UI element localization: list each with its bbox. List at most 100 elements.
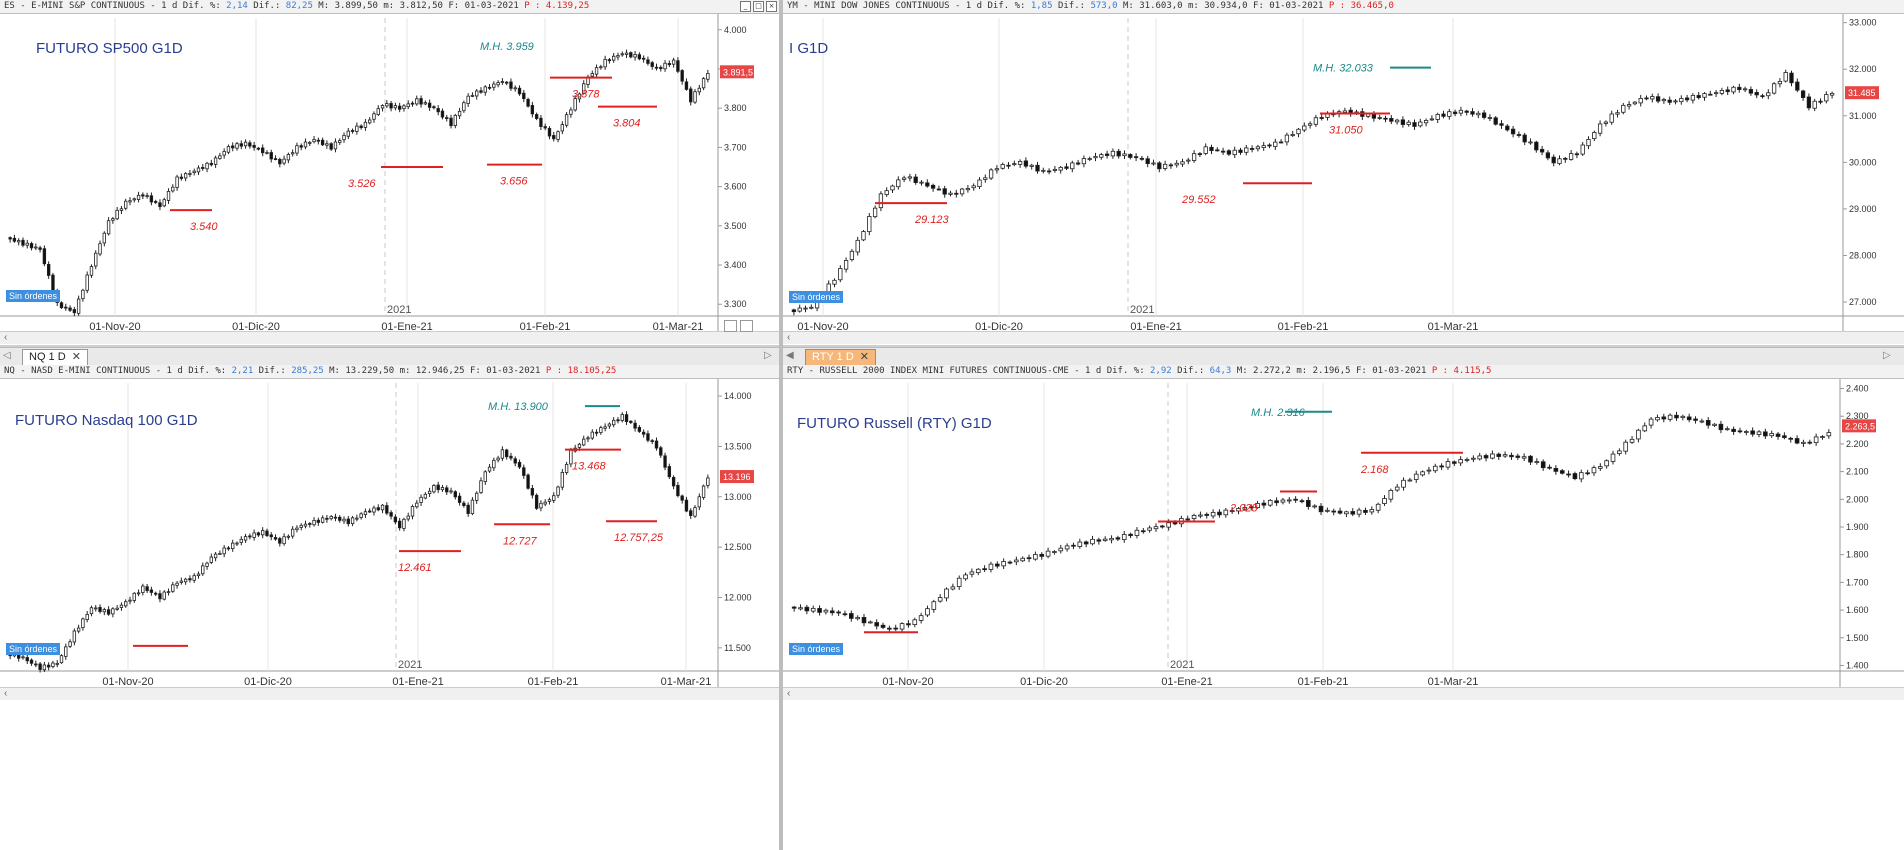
scroll-left-icon[interactable]: ‹	[4, 332, 8, 343]
candle-body	[582, 438, 586, 446]
candle-body	[55, 663, 59, 665]
candle-body	[449, 117, 453, 127]
candle-body	[303, 141, 308, 148]
y-tick-label: 27.000	[1849, 297, 1877, 307]
candle-body	[798, 607, 803, 610]
candle-body	[577, 93, 582, 100]
candle-body	[1267, 144, 1272, 147]
candle-body	[423, 493, 428, 499]
tool-icon[interactable]	[724, 320, 737, 332]
candle-body	[466, 504, 470, 514]
chart-ym[interactable]: 33.000 32.000 31.000 30.000 29.000 28.000 27.0…	[783, 14, 1904, 332]
tab-rty[interactable]: RTY 1 D ✕	[805, 349, 876, 365]
tab-close-icon[interactable]: ✕	[71, 351, 81, 363]
candle-body	[912, 619, 918, 625]
candle-body	[171, 186, 175, 192]
candle-body	[175, 582, 179, 586]
candle-body	[479, 90, 483, 93]
tab-scroll-right-icon[interactable]: ▷	[764, 350, 772, 361]
candle-body	[389, 512, 393, 517]
close-icon[interactable]: ×	[766, 1, 777, 12]
scroll-left-icon[interactable]: ‹	[787, 688, 791, 699]
tab-scroll-right-icon[interactable]: ▷	[1883, 350, 1891, 361]
candle-body	[290, 528, 295, 537]
candle-body	[226, 547, 231, 550]
horizontal-scrollbar[interactable]: ‹	[0, 331, 779, 344]
candle-body	[1210, 511, 1216, 517]
candle-body	[906, 623, 911, 626]
candle-body	[1220, 150, 1226, 153]
header-segment: 82,25	[285, 1, 313, 11]
candle-body	[1198, 514, 1203, 517]
candle-body	[1610, 453, 1616, 462]
candle-body	[890, 185, 895, 191]
candle-body	[483, 86, 487, 93]
candle-body	[1255, 503, 1260, 509]
candle-body	[98, 606, 102, 612]
header-segment: 285,25	[291, 366, 324, 376]
tab-scroll-left-icon[interactable]: ◀	[786, 350, 794, 361]
candle-body	[936, 188, 942, 191]
candle-body	[1603, 121, 1609, 124]
candle-body	[124, 601, 128, 607]
candle-body	[487, 466, 492, 472]
tab-nq[interactable]: NQ 1 D ✕	[22, 349, 88, 365]
candle-body	[1528, 141, 1533, 144]
candle-body	[684, 81, 689, 90]
maximize-icon[interactable]: □	[753, 1, 764, 12]
candle-body	[646, 433, 650, 441]
candle-body	[556, 131, 560, 140]
candle-body	[136, 592, 141, 595]
candle-body	[286, 154, 291, 161]
x-tick-label: 01-Feb-21	[1278, 321, 1329, 332]
candle-body	[641, 57, 646, 60]
candle-body	[1686, 416, 1692, 421]
candle-body	[697, 496, 701, 508]
candle-body	[1344, 511, 1349, 515]
candle-body	[1696, 95, 1701, 99]
candle-body	[1724, 428, 1730, 431]
candle-body	[308, 523, 312, 525]
tab-scroll-left-icon[interactable]: ◁	[3, 350, 11, 361]
y-tick-label: 3.800	[724, 103, 747, 113]
tool-icon[interactable]	[740, 320, 753, 332]
candle-body	[8, 237, 12, 240]
candle-body	[1400, 119, 1406, 125]
chart-rty[interactable]: 2.400 2.300 2.200 2.100 2.000 1.900 1.800 1.700…	[783, 379, 1904, 687]
candle-body	[171, 584, 175, 592]
candle-body	[1383, 117, 1388, 120]
candle-body	[1476, 112, 1481, 116]
candle-body	[590, 431, 594, 439]
horizontal-scrollbar[interactable]: ‹	[783, 331, 1904, 344]
y-tick-label: 33.000	[1849, 18, 1877, 28]
candle-body	[1280, 499, 1286, 503]
candle-body	[372, 507, 376, 513]
y-tick-label: 14.000	[724, 391, 752, 401]
candle-body	[1261, 502, 1267, 506]
tab-close-icon[interactable]: ✕	[859, 351, 869, 363]
vertical-divider[interactable]	[779, 0, 783, 850]
candle-body	[1087, 158, 1092, 160]
candle-body	[1667, 414, 1673, 420]
chart-nq[interactable]: 14.000 13.500 13.000 12.500 12.000 11.500 01-N…	[0, 379, 779, 687]
candle-body	[534, 114, 539, 119]
chart-es[interactable]: 4.0003.9003.8003.7003.6003.5003.4003.300…	[0, 14, 779, 332]
scroll-left-icon[interactable]: ‹	[4, 688, 8, 699]
candle-body	[342, 135, 346, 141]
horizontal-scrollbar[interactable]: ‹	[0, 687, 779, 700]
candle-body	[440, 110, 445, 118]
tab-label: RTY 1 D	[812, 351, 854, 363]
candle-body	[624, 52, 629, 55]
candle-body	[1800, 90, 1806, 98]
candle-body	[479, 480, 483, 494]
minimize-icon[interactable]: _	[740, 1, 751, 12]
candle-body	[693, 507, 697, 517]
y-tick-label: 2.100	[1846, 467, 1869, 477]
header-segment: 1,85	[1030, 1, 1053, 11]
candle-body	[333, 516, 338, 519]
candle-body	[85, 274, 89, 291]
scroll-left-icon[interactable]: ‹	[787, 332, 791, 343]
support-label: 3.526	[348, 178, 376, 190]
candle-body	[1629, 438, 1635, 443]
horizontal-scrollbar[interactable]: ‹	[783, 687, 1904, 700]
